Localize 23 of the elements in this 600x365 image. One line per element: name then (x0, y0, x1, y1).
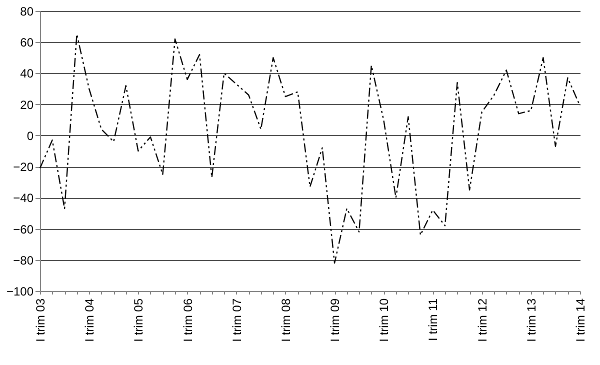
y-tick-label: 0 (26, 128, 34, 143)
x-tick-label: I trim 13 (524, 298, 538, 342)
y-tick-label: 60 (20, 36, 34, 50)
x-tick-label: I trim 10 (377, 298, 392, 342)
x-tick-label: I trim 05 (132, 298, 146, 342)
y-tick-label: 20 (20, 98, 34, 112)
y-tick-label: −20 (13, 160, 34, 174)
y-tick-label: −100 (6, 284, 34, 298)
y-tick-label: −80 (13, 253, 34, 268)
y-tick-label: 80 (20, 4, 34, 18)
x-tick-label: I trim 08 (278, 298, 293, 342)
x-tick-label: I trim 07 (230, 298, 244, 342)
x-tick-label: I trim 03 (34, 298, 48, 342)
x-tick-label: I trim 06 (180, 298, 195, 342)
line-series (39, 34, 581, 264)
y-tick-label: −60 (13, 222, 34, 236)
x-tick-label: I trim 04 (82, 298, 97, 342)
x-tick-label: I trim 09 (328, 298, 342, 342)
y-tick-label: 40 (20, 66, 34, 81)
x-tick-label: I trim 12 (475, 298, 490, 342)
x-tick-label: I trim 14 (574, 298, 588, 342)
y-tick-label: −40 (13, 191, 34, 206)
x-tick-label: I trim 11 (426, 298, 440, 341)
